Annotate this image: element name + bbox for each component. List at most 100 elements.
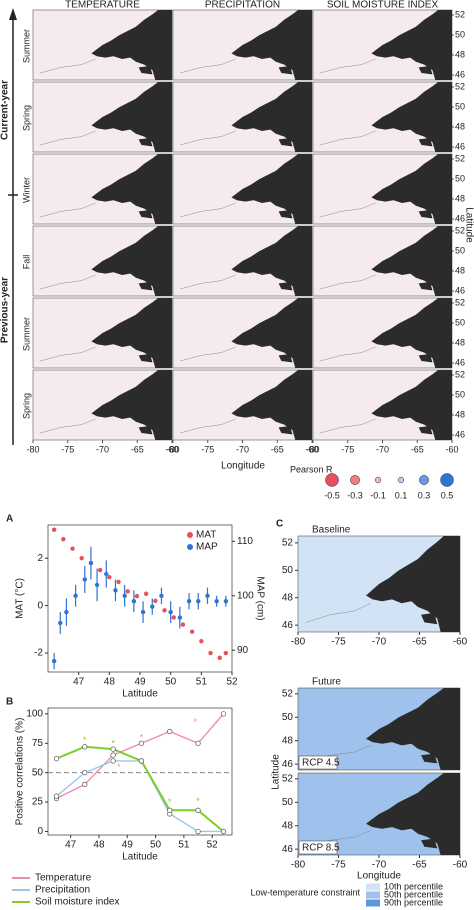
significance: * — [140, 732, 144, 742]
land — [231, 154, 312, 224]
y-tick-label: 46 — [455, 357, 465, 367]
border — [39, 202, 96, 218]
x-tick-label: -70 — [236, 444, 249, 454]
island — [418, 426, 433, 435]
label-box — [298, 840, 338, 855]
point — [143, 591, 149, 596]
legend-swatch — [419, 475, 429, 485]
y-tick-label: 52 — [455, 81, 465, 91]
island — [138, 426, 153, 435]
point — [113, 588, 118, 593]
y2-tick-label: 90 — [237, 645, 249, 656]
point — [186, 599, 192, 604]
border — [306, 602, 372, 623]
legend-label: 50th percentile — [384, 889, 443, 899]
column-title: PRECIPITATION — [205, 0, 280, 11]
point — [97, 567, 103, 573]
point — [122, 593, 127, 598]
legend-label: Precipitation — [35, 885, 90, 896]
island — [421, 612, 438, 625]
significance: * — [117, 762, 121, 772]
point — [140, 609, 146, 615]
legend-title: Low-temperature constraint — [250, 887, 360, 897]
point — [177, 615, 183, 620]
point — [53, 755, 60, 762]
y-tick-label: 100 — [26, 709, 43, 720]
y-tick-label: 48 — [282, 735, 294, 746]
row-label: Spring — [21, 393, 31, 419]
island — [278, 66, 293, 75]
point — [88, 560, 94, 566]
island — [421, 838, 438, 849]
point — [79, 555, 84, 561]
y-tick-label: 52 — [455, 9, 465, 19]
y-tick-label: 75 — [32, 738, 44, 749]
point — [82, 770, 88, 776]
point — [217, 655, 222, 660]
land — [371, 10, 452, 80]
point — [153, 598, 158, 604]
x-tick-label: 50 — [150, 840, 162, 851]
y-tick-label: 52 — [282, 688, 294, 699]
x-tick-label: -70 — [372, 860, 387, 871]
y-tick-label: 50 — [455, 173, 465, 183]
row-label: Spring — [21, 105, 31, 131]
legend-swatch — [366, 883, 380, 891]
x-tick-label: -75 — [61, 444, 74, 454]
legend-swatch — [325, 473, 339, 487]
point — [110, 758, 116, 764]
y2-tick-label: 100 — [237, 590, 254, 601]
y-tick-label: 50 — [455, 101, 465, 111]
row-label: Fall — [21, 255, 31, 270]
y-tick-label: 52 — [455, 297, 465, 307]
label-box — [298, 755, 338, 770]
land — [91, 298, 172, 368]
point — [53, 793, 60, 799]
x-tick-label: 48 — [93, 840, 105, 851]
x-tick-label: -80 — [26, 444, 39, 454]
x-tick-label: -70 — [376, 444, 389, 454]
x-tick-label: 48 — [104, 677, 116, 688]
point — [61, 537, 66, 542]
point — [82, 744, 88, 750]
y-tick-label: 50 — [455, 245, 465, 255]
point — [82, 781, 88, 788]
land — [91, 226, 172, 296]
land — [231, 82, 312, 152]
x-tick-label: -65 — [131, 444, 144, 454]
land — [231, 226, 312, 296]
x-axis-label: Longitude — [221, 461, 265, 472]
y-tick-label: 48 — [455, 337, 465, 347]
point — [134, 593, 140, 599]
legend-swatch — [187, 544, 193, 550]
island — [418, 210, 433, 219]
y-tick-label: 46 — [455, 429, 465, 439]
land — [231, 298, 312, 368]
y-tick-label: 52 — [455, 153, 465, 163]
x-tick-label: 50 — [165, 677, 177, 688]
y-tick-label: 2 — [37, 553, 43, 564]
point — [168, 609, 173, 615]
legend-label: MAP — [196, 542, 218, 553]
x-tick-label: 52 — [226, 677, 238, 688]
y-axis-label: Latitude — [463, 207, 474, 243]
column-title: SOIL MOISTURE INDEX — [327, 0, 439, 11]
y-tick-label: 46 — [455, 69, 465, 79]
legend-label: Temperature — [35, 873, 92, 884]
land — [371, 226, 452, 296]
island — [418, 138, 433, 147]
point — [195, 828, 201, 835]
point — [107, 574, 112, 580]
island — [278, 210, 293, 219]
land — [371, 370, 452, 440]
point — [220, 711, 227, 717]
point — [51, 658, 57, 664]
y-tick-label: 50 — [282, 797, 294, 808]
land — [366, 536, 460, 632]
y2-tick-label: 110 — [237, 536, 253, 547]
x-axis-label: Latitude — [122, 689, 158, 700]
legend-swatch — [366, 899, 380, 907]
y-tick-label: 50 — [282, 565, 294, 576]
legend-label: 0.3 — [418, 490, 431, 500]
